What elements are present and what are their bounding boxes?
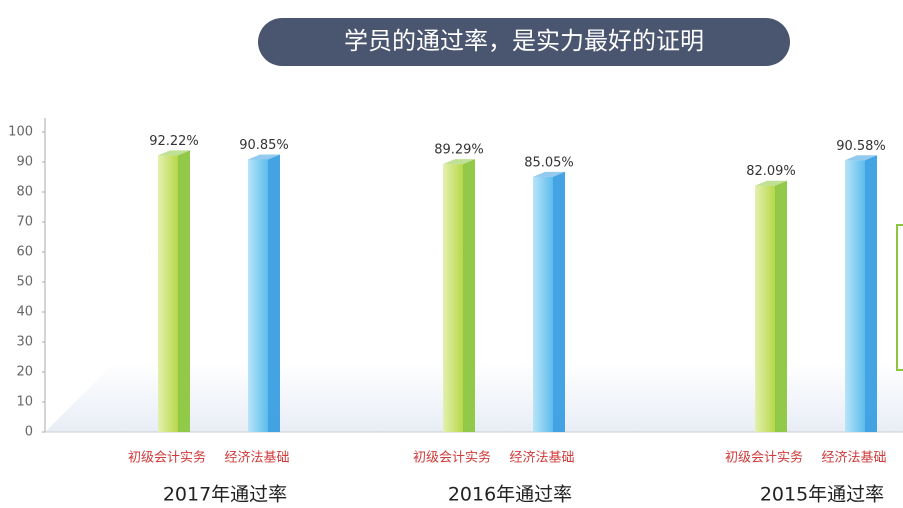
bar-top <box>158 150 190 156</box>
bar-top <box>248 154 280 160</box>
bar <box>845 160 865 432</box>
bar <box>443 164 463 432</box>
title-pill <box>258 18 790 66</box>
side-panel <box>896 224 903 371</box>
y-tick-label: 60 <box>16 245 33 260</box>
y-tick-label: 10 <box>16 395 33 410</box>
bar <box>248 159 268 432</box>
series-label: 初级会计实务 <box>128 450 206 466</box>
bar-side <box>178 150 190 432</box>
value-label: 89.29% <box>434 143 484 158</box>
bar-side <box>865 155 877 432</box>
value-label: 92.22% <box>149 134 199 149</box>
series-label: 初级会计实务 <box>413 450 491 466</box>
bar-top <box>533 171 565 177</box>
value-label: 90.58% <box>836 139 886 154</box>
y-tick-label: 90 <box>16 155 33 170</box>
bar-top <box>845 155 877 161</box>
y-tick-label: 80 <box>16 185 33 200</box>
bar-top <box>755 180 787 186</box>
bar-top <box>443 159 475 165</box>
bar-side <box>553 171 565 432</box>
value-label: 90.85% <box>239 138 289 153</box>
value-label: 82.09% <box>746 164 796 179</box>
bar <box>755 185 775 432</box>
y-tick-label: 20 <box>16 365 33 380</box>
group-label: 2016年通过率 <box>448 484 572 506</box>
series-label: 初级会计实务 <box>725 450 803 466</box>
y-tick-label: 100 <box>8 125 33 140</box>
series-label: 经济法基础 <box>509 451 574 466</box>
group-label: 2017年通过率 <box>163 484 287 506</box>
series-label: 经济法基础 <box>821 451 886 466</box>
bar-side <box>775 180 787 432</box>
bar-side <box>268 154 280 432</box>
value-label: 85.05% <box>524 155 574 170</box>
bar <box>158 155 178 432</box>
y-tick-label: 70 <box>16 215 33 230</box>
bar <box>533 176 553 432</box>
y-tick-label: 30 <box>16 335 33 350</box>
y-tick-label: 40 <box>16 305 33 320</box>
bar-side <box>463 159 475 432</box>
group-label: 2015年通过率 <box>760 484 884 506</box>
y-tick-label: 0 <box>25 425 33 440</box>
chart-title: 学员的通过率，是实力最好的证明 <box>344 27 704 55</box>
y-tick-label: 50 <box>16 275 33 290</box>
series-label: 经济法基础 <box>224 451 289 466</box>
